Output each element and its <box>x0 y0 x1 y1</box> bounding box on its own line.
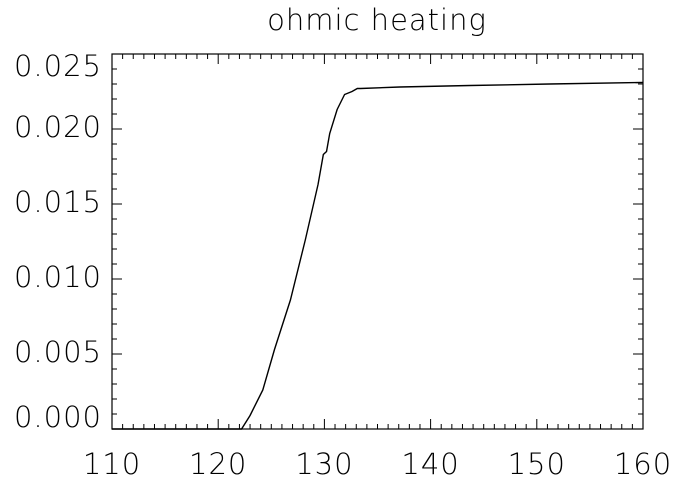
y-tick-label: 0.010 <box>14 260 102 294</box>
data-line <box>112 81 644 430</box>
chart-title: ohmic heating <box>267 3 487 37</box>
x-tick-label: 120 <box>189 447 247 481</box>
x-tick-label: 150 <box>508 447 566 481</box>
x-tick-label: 140 <box>401 447 459 481</box>
x-tick-label: 110 <box>83 447 141 481</box>
x-tick-label: 130 <box>295 447 353 481</box>
y-tick-label: 0.025 <box>14 49 102 83</box>
plot-frame <box>111 53 644 430</box>
y-tick-label: 0.020 <box>14 110 102 144</box>
y-tick-label: 0.000 <box>14 400 102 434</box>
x-tick-label: 160 <box>614 447 672 481</box>
y-tick-label: 0.005 <box>14 335 102 369</box>
y-tick-label: 0.015 <box>14 185 102 219</box>
